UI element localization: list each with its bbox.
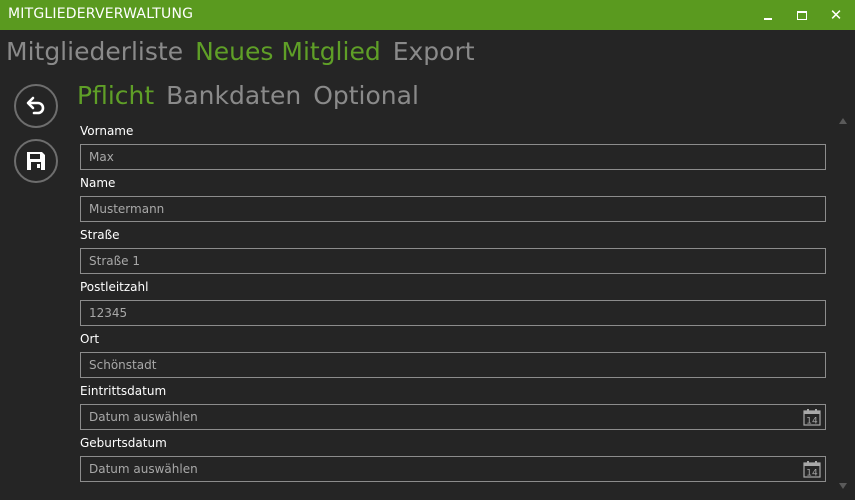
field-name: Name Mustermann [80, 174, 826, 226]
undo-icon [26, 96, 45, 115]
close-icon: ✕ [829, 6, 843, 24]
tab-optional[interactable]: Optional [313, 81, 419, 110]
vorname-input[interactable]: Max [80, 144, 826, 170]
field-label: Straße [80, 228, 120, 242]
field-eintrittsdatum: Eintrittsdatum Datum auswählen 14 [80, 382, 826, 434]
maximize-icon [797, 10, 807, 20]
scroll-down-arrow-icon[interactable] [838, 482, 848, 490]
date-placeholder: Datum auswählen [89, 462, 198, 476]
scroll-up-arrow-icon[interactable] [838, 117, 848, 125]
field-label: Geburtsdatum [80, 436, 167, 450]
field-vorname: Vorname Max [80, 122, 826, 174]
undo-button[interactable] [14, 84, 58, 128]
field-label: Vorname [80, 124, 134, 138]
svg-text:14: 14 [806, 469, 818, 479]
window-title: MITGLIEDERVERWALTUNG [8, 6, 194, 22]
eintrittsdatum-picker[interactable]: Datum auswählen 14 [80, 404, 826, 430]
postleitzahl-input[interactable]: 12345 [80, 300, 826, 326]
field-label: Ort [80, 332, 100, 346]
tab-mitgliederliste[interactable]: Mitgliederliste [6, 37, 184, 66]
minimize-icon [764, 18, 772, 20]
tab-bankdaten[interactable]: Bankdaten [166, 81, 302, 110]
calendar-icon[interactable]: 14 [803, 408, 821, 426]
minimize-button[interactable] [752, 0, 784, 30]
maximize-button[interactable] [786, 0, 818, 30]
tab-export[interactable]: Export [392, 37, 475, 66]
field-label: Postleitzahl [80, 280, 149, 294]
field-postleitzahl: Postleitzahl 12345 [80, 278, 826, 330]
field-ort: Ort Schönstadt [80, 330, 826, 382]
date-placeholder: Datum auswählen [89, 410, 198, 424]
name-input[interactable]: Mustermann [80, 196, 826, 222]
tab-neues-mitglied[interactable]: Neues Mitglied [195, 37, 381, 66]
save-button[interactable] [14, 139, 58, 183]
field-label: Eintrittsdatum [80, 384, 167, 398]
sub-tabs: Pflicht Bankdaten Optional [77, 80, 419, 114]
member-form: Vorname Max Name Mustermann Straße Straß… [80, 122, 826, 486]
geburtsdatum-picker[interactable]: Datum auswählen 14 [80, 456, 826, 482]
tab-pflicht[interactable]: Pflicht [77, 81, 155, 110]
title-bar: MITGLIEDERVERWALTUNG ✕ [0, 0, 855, 30]
svg-text:14: 14 [806, 417, 818, 427]
calendar-icon[interactable]: 14 [803, 460, 821, 478]
close-button[interactable]: ✕ [820, 0, 852, 30]
field-label: Name [80, 176, 116, 190]
ort-input[interactable]: Schönstadt [80, 352, 826, 378]
field-strasse: Straße Straße 1 [80, 226, 826, 278]
field-geburtsdatum: Geburtsdatum Datum auswählen 14 [80, 434, 826, 486]
floppy-disk-icon [27, 152, 45, 170]
main-tabs: Mitgliederliste Neues Mitglied Export [6, 36, 475, 70]
strasse-input[interactable]: Straße 1 [80, 248, 826, 274]
